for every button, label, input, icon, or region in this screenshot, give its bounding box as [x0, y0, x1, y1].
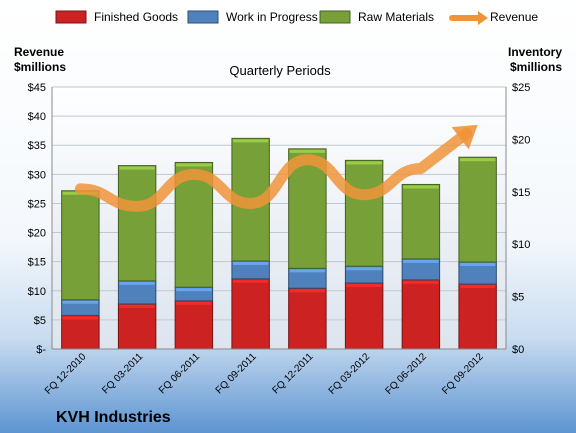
- bar-highlight: [459, 285, 496, 289]
- left-tick-label: $45: [28, 82, 46, 94]
- bar-highlight: [119, 281, 155, 285]
- right-axis-title-line1: Inventory: [508, 45, 562, 59]
- left-tick-label: $20: [28, 228, 46, 240]
- bar-highlight: [289, 269, 326, 273]
- bar-finished-goods: [231, 278, 270, 350]
- bar-highlight: [403, 280, 439, 284]
- bar-highlight: [459, 158, 496, 162]
- right-tick-label: $10: [512, 239, 530, 251]
- legend-label: Work in Progress: [226, 10, 318, 24]
- bar-highlight: [176, 301, 212, 305]
- right-axis-title-line2: $millions: [510, 60, 562, 74]
- chart-title: Quarterly Periods: [229, 63, 331, 78]
- bar-highlight: [232, 279, 269, 283]
- right-tick-label: $15: [512, 187, 530, 199]
- left-tick-label: $-: [36, 344, 46, 356]
- bar-highlight: [403, 185, 439, 189]
- right-tick-label: $20: [512, 134, 530, 146]
- legend-label: Revenue: [490, 10, 538, 24]
- revenue-line-layer: [74, 124, 478, 212]
- bar-highlight: [346, 267, 382, 271]
- bar-finished-goods: [458, 283, 497, 350]
- bar-finished-goods: [117, 303, 157, 350]
- legend: Finished Goods Work in Progress Raw Materi…: [55, 10, 538, 25]
- left-tick-label: $35: [28, 140, 46, 152]
- bar-finished-goods: [174, 300, 214, 350]
- bar-raw-materials: [117, 165, 157, 282]
- bar-highlight: [119, 304, 155, 308]
- right-tick-label: $25: [512, 82, 530, 94]
- bar-raw-materials: [174, 161, 214, 288]
- left-tick-label: $5: [34, 315, 46, 327]
- right-tick-label: $5: [512, 292, 524, 304]
- left-tick-label: $40: [28, 111, 46, 123]
- legend-label: Raw Materials: [358, 10, 434, 24]
- bar-highlight: [289, 289, 326, 293]
- left-tick-label: $10: [28, 286, 46, 298]
- bar-raw-materials: [344, 159, 384, 267]
- bar-highlight: [459, 263, 496, 267]
- bar-highlight: [403, 259, 439, 263]
- bar-highlight: [346, 161, 382, 165]
- legend-label: Finished Goods: [94, 10, 178, 24]
- bar-highlight: [346, 283, 382, 287]
- bar-highlight: [289, 149, 326, 153]
- bar-finished-goods: [401, 279, 441, 350]
- bar-highlight: [232, 139, 269, 143]
- bar-highlight: [119, 166, 155, 170]
- revenue-line: [74, 127, 473, 212]
- bar-highlight: [62, 316, 99, 320]
- left-tick-label: $25: [28, 198, 46, 210]
- left-axis-title-line1: Revenue: [14, 45, 64, 59]
- legend-swatch-finished-goods: [55, 10, 87, 24]
- left-axis-title-line2: $millions: [14, 60, 66, 74]
- legend-swatch-raw-materials: [319, 10, 351, 24]
- bar-highlight: [176, 288, 212, 292]
- bar-highlight: [232, 261, 269, 265]
- left-tick-label: $15: [28, 257, 46, 269]
- company-name: KVH Industries: [56, 409, 171, 426]
- revenue-arrowhead: [451, 124, 478, 150]
- legend-arrow-revenue: [478, 11, 488, 25]
- bar-finished-goods: [344, 282, 384, 350]
- bar-finished-goods: [61, 314, 100, 350]
- bar-raw-materials: [401, 183, 441, 260]
- left-tick-label: $30: [28, 169, 46, 181]
- legend-swatch-work-in-progress: [187, 10, 219, 24]
- bar-highlight: [62, 300, 99, 304]
- bar-raw-materials: [61, 190, 100, 301]
- bar-finished-goods: [288, 287, 327, 350]
- bar-highlight: [176, 163, 212, 167]
- bar-raw-materials: [458, 156, 497, 263]
- right-tick-label: $0: [512, 344, 524, 356]
